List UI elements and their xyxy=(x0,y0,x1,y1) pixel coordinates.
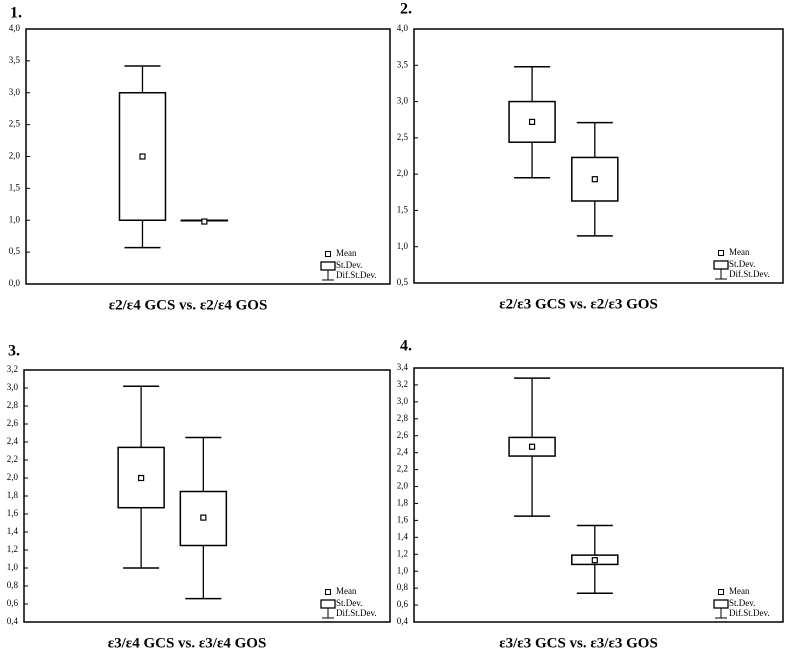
legend-label: Dif.St.Dev. xyxy=(336,608,377,618)
legend-mean-icon xyxy=(718,250,724,256)
panel: 1. 0,0 0,5 1,0 1,5 2,0 2,5 3,0 3,5 4,0 ε2/ε4 GCS v… xyxy=(9,5,391,313)
y-tick-label: 2,8 xyxy=(397,413,409,423)
y-tick-label: 2,0 xyxy=(397,481,409,491)
legend-mean-icon xyxy=(325,251,331,257)
panel: 2. 0,5 1,0 1,5 2,0 2,5 3,0 3,5 4,0 ε2/ε3 GCS vs. … xyxy=(397,1,784,312)
mean-marker xyxy=(138,474,145,482)
mean-marker xyxy=(528,118,536,125)
mean-marker xyxy=(201,218,208,225)
y-tick-label: 4,0 xyxy=(9,23,21,33)
y-tick-label: 2,0 xyxy=(397,168,409,178)
y-tick-label: 0,6 xyxy=(397,599,409,609)
y-tick-label: 3,5 xyxy=(9,55,21,65)
y-tick-label: 2,8 xyxy=(7,400,19,410)
y-tick-label: 0,4 xyxy=(397,616,409,626)
y-tick-label: 1,0 xyxy=(397,241,409,251)
y-tick-label: 2,0 xyxy=(7,472,19,482)
sd-box xyxy=(117,446,165,509)
plot-frame xyxy=(413,28,784,284)
panel: 3. 0,4 0,6 0,8 1,0 1,2 1,4 1,6 1,8 2,0 2,2 2,4 2,6 2,… xyxy=(7,343,391,650)
y-tick-label: 2,2 xyxy=(397,464,408,474)
y-tick-label: 3,2 xyxy=(397,379,408,389)
legend-mean-icon xyxy=(718,589,724,595)
legend-label: St.Dev. xyxy=(729,259,755,269)
y-tick-label: 1,8 xyxy=(7,490,19,500)
y-tick-label: 1,5 xyxy=(9,182,21,192)
legend-box-icon xyxy=(713,260,729,270)
panel-label: 4. xyxy=(400,338,412,355)
y-tick-label: 1,6 xyxy=(397,514,409,524)
x-axis-label: ε3/ε4 GCS vs. ε3/ε4 GOS xyxy=(108,635,267,650)
legend-label: Mean xyxy=(336,248,357,258)
y-tick-label: 3,5 xyxy=(397,59,409,69)
y-tick-label: 2,4 xyxy=(397,447,409,457)
x-axis-label: ε2/ε3 GCS vs. ε2/ε3 GOS xyxy=(499,296,658,312)
legend-label: Mean xyxy=(729,586,750,596)
y-tick-label: 4,0 xyxy=(397,23,409,33)
y-tick-label: 2,4 xyxy=(7,436,19,446)
mean-marker xyxy=(591,176,598,183)
legend-label: Mean xyxy=(336,586,357,596)
y-tick-label: 2,5 xyxy=(397,132,409,142)
y-tick-label: 0,4 xyxy=(7,616,19,626)
y-tick-label: 3,4 xyxy=(397,362,409,372)
legend-label: St.Dev. xyxy=(336,260,362,270)
mean-marker xyxy=(200,514,207,521)
x-axis-label: ε2/ε4 GCS vs. ε2/ε4 GOS xyxy=(109,297,268,313)
y-tick-label: 1,2 xyxy=(397,548,408,558)
legend-box-icon xyxy=(320,261,336,271)
legend-label: Dif.St.Dev. xyxy=(336,270,377,280)
legend-label: Dif.St.Dev. xyxy=(729,608,770,618)
y-tick-label: 0,0 xyxy=(9,278,21,288)
y-tick-label: 1,0 xyxy=(7,562,19,572)
y-tick-label: 3,2 xyxy=(7,364,18,374)
y-tick-label: 0,5 xyxy=(397,277,409,287)
mean-marker xyxy=(139,153,146,160)
y-tick-label: 3,0 xyxy=(397,396,409,406)
panel-label: 2. xyxy=(400,1,412,18)
panel: 4. 0,4 0,6 0,8 1,0 1,2 1,4 1,6 1,8 2,0 2,2 2,4 2,6 2,… xyxy=(397,338,784,650)
x-axis-label: ε3/ε3 GCS vs. ε3/ε3 GOS xyxy=(499,635,658,650)
legend-label: Mean xyxy=(729,247,750,257)
y-tick-label: 2,2 xyxy=(7,454,18,464)
legend-box-icon xyxy=(713,599,729,609)
legend-mean-icon xyxy=(325,589,331,595)
mean-marker xyxy=(528,443,536,450)
y-tick-label: 0,8 xyxy=(7,580,19,590)
y-tick-label: 1,4 xyxy=(397,531,409,541)
legend-label: Dif.St.Dev. xyxy=(729,269,770,279)
y-tick-label: 2,6 xyxy=(397,430,409,440)
y-tick-label: 3,0 xyxy=(397,96,409,106)
panel-label: 3. xyxy=(8,343,20,360)
y-tick-label: 1,6 xyxy=(7,508,19,518)
y-tick-label: 0,5 xyxy=(9,246,21,256)
y-tick-label: 3,0 xyxy=(9,87,21,97)
y-tick-label: 1,4 xyxy=(7,526,19,536)
y-tick-label: 2,6 xyxy=(7,418,19,428)
y-tick-label: 0,8 xyxy=(397,582,409,592)
legend-label: St.Dev. xyxy=(729,598,755,608)
plot-frame xyxy=(413,367,784,623)
y-tick-label: 1,0 xyxy=(397,565,409,575)
y-tick-label: 2,5 xyxy=(9,119,21,129)
y-tick-label: 1,0 xyxy=(9,214,21,224)
panel-label: 1. xyxy=(10,5,22,22)
plot-frame xyxy=(25,28,391,285)
y-tick-label: 0,6 xyxy=(7,598,19,608)
y-tick-label: 1,8 xyxy=(397,498,409,508)
y-tick-label: 3,0 xyxy=(7,382,19,392)
y-tick-label: 2,0 xyxy=(9,151,21,161)
y-tick-label: 1,2 xyxy=(7,544,18,554)
legend-label: St.Dev. xyxy=(336,598,362,608)
y-tick-label: 1,5 xyxy=(397,204,409,214)
legend-box-icon xyxy=(320,599,336,609)
mean-marker xyxy=(591,557,598,564)
